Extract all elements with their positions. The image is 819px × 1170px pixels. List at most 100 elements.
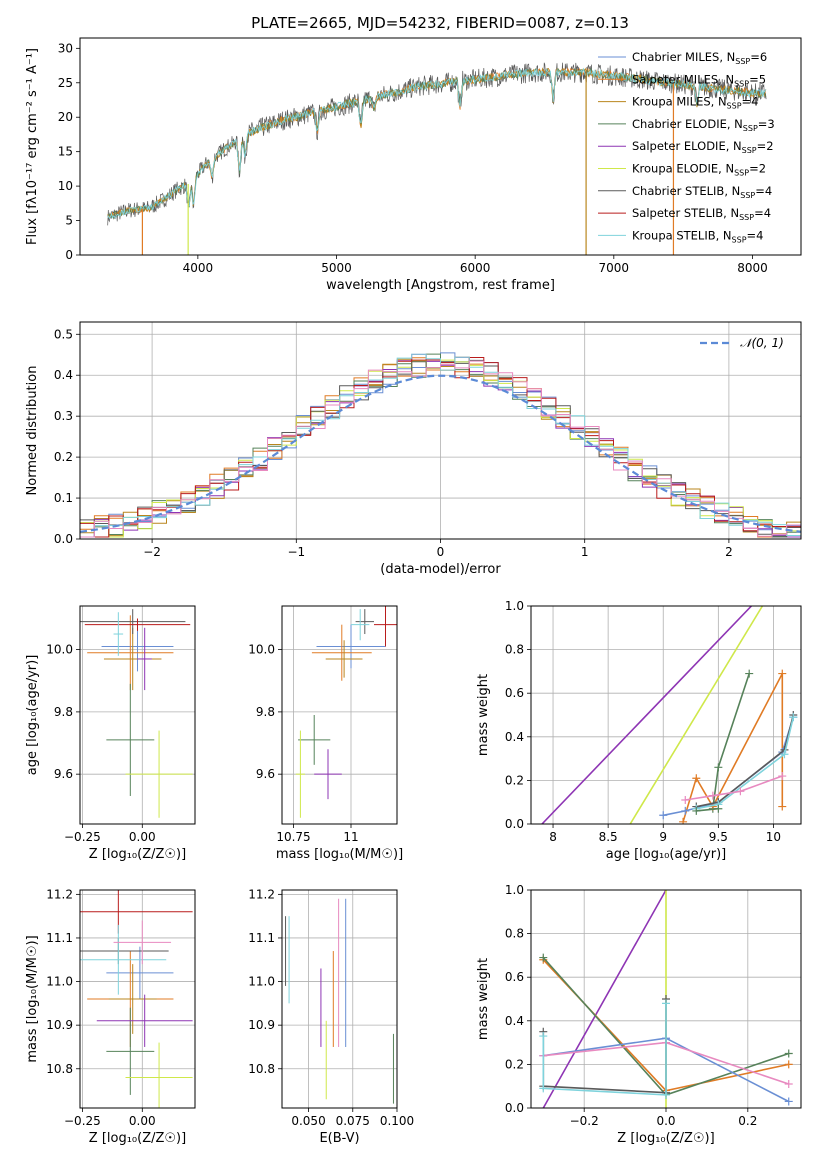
series-path xyxy=(542,1003,667,1096)
y-tick-label: 1.0 xyxy=(505,599,524,613)
point-marker xyxy=(681,796,690,805)
errorbar-point xyxy=(295,730,305,818)
y-tick-label: 0 xyxy=(65,248,73,262)
y-tick-label: 10.0 xyxy=(248,643,275,657)
y-tick-label: 10.8 xyxy=(248,1062,275,1076)
y-tick-label: 25 xyxy=(58,76,73,90)
x-tick-label: 11 xyxy=(343,830,358,844)
x-tick-label: 4000 xyxy=(183,261,214,275)
y-tick-label: 0.4 xyxy=(54,368,73,382)
y-tick-label: 9.8 xyxy=(256,705,275,719)
y-tick-label: 11.0 xyxy=(46,975,73,989)
y-tick-label: 0.0 xyxy=(505,817,524,831)
x-axis-label: Z [log₁₀(Z/Z☉)] xyxy=(89,847,186,862)
y-axis-label: mass [log₁₀(M/M☉)] xyxy=(25,935,40,1062)
marks xyxy=(541,606,798,824)
histogram-step xyxy=(80,353,801,538)
x-tick-label: 5000 xyxy=(321,261,352,275)
point-marker xyxy=(714,804,723,813)
grid xyxy=(282,606,397,824)
axes-frame xyxy=(79,321,802,540)
y-tick-label: 11.2 xyxy=(248,887,275,901)
x-tick-label: 9 xyxy=(659,830,667,844)
x-tick-label: 0.00 xyxy=(129,830,156,844)
x-axis-label: Z [log₁₀(Z/Z☉)] xyxy=(617,1131,714,1146)
series-path xyxy=(541,606,752,824)
x-tick-label: 0.100 xyxy=(380,1114,414,1128)
series-path xyxy=(696,717,795,810)
panel-age_vs_mass: 10.75 11 9.6 9.8 10.0 mass [log₁₀(M/M☉)] xyxy=(248,605,403,862)
panel-spectrum: 4000 5000 6000 7000 8000 0 5 10 15 20 25 30 waveleng… xyxy=(25,37,802,293)
series-line xyxy=(679,669,787,824)
normal-curve xyxy=(80,374,801,533)
marks xyxy=(80,352,801,538)
y-axis-label: Flux [fλ10⁻¹⁷ erg cm⁻² s⁻¹ A⁻¹] xyxy=(25,48,40,245)
y-tick-label: 0.8 xyxy=(505,927,524,941)
errorbar-point xyxy=(355,609,374,635)
y-tick-label: 0.3 xyxy=(54,409,73,423)
y-tick-label: 9.6 xyxy=(54,767,73,781)
x-tick-label: 8.5 xyxy=(599,830,618,844)
y-tick-label: 0.8 xyxy=(505,643,524,657)
axes-frame xyxy=(79,605,196,825)
x-tick-label: 0.0 xyxy=(656,1114,675,1128)
y-tick-label: 9.8 xyxy=(54,705,73,719)
errorbar-point xyxy=(108,964,157,1034)
axes-frame xyxy=(530,889,802,1109)
x-tick-label: 0 xyxy=(437,545,445,559)
y-tick-label: 20 xyxy=(58,110,73,124)
axes-frame xyxy=(281,605,398,825)
y-tick-label: 11.1 xyxy=(46,931,73,945)
errorbar-point xyxy=(351,609,370,641)
series-path xyxy=(542,999,667,1094)
errorbar-point xyxy=(113,612,124,656)
errorbar-point xyxy=(103,627,162,691)
errorbar-point xyxy=(87,615,174,691)
errorbar-point xyxy=(325,640,363,678)
series-line xyxy=(629,606,764,824)
y-tick-label: 0.5 xyxy=(54,327,73,341)
x-tick-label: −0.2 xyxy=(570,1114,599,1128)
legend-entry: Chabrier STELIB, NSSP=4 xyxy=(632,184,772,200)
errorbar-point xyxy=(106,683,155,796)
y-tick-label: 11.1 xyxy=(248,931,275,945)
marks xyxy=(539,890,793,1108)
marks xyxy=(107,62,767,255)
errorbar-point xyxy=(106,946,174,999)
x-tick-label: 0.2 xyxy=(738,1114,757,1128)
series-line xyxy=(542,890,667,1108)
axes-frame xyxy=(530,605,802,825)
point-marker xyxy=(778,772,787,781)
errorbar-point xyxy=(316,624,386,669)
series-path xyxy=(542,890,667,1108)
y-tick-label: 0.2 xyxy=(505,1057,524,1071)
point-marker xyxy=(784,1049,793,1058)
series-path xyxy=(685,775,783,801)
x-tick-label: 10 xyxy=(766,830,781,844)
errorbar-point xyxy=(374,606,397,647)
x-axis-label: wavelength [Angstrom, rest frame] xyxy=(326,278,555,293)
legend-entry: Chabrier ELODIE, NSSP=3 xyxy=(632,117,775,133)
point-marker xyxy=(745,669,754,678)
marks xyxy=(285,898,394,1104)
x-axis-label: E(B-V) xyxy=(319,1131,359,1146)
y-tick-label: 0.0 xyxy=(505,1101,524,1115)
grid xyxy=(531,605,801,825)
panel-residuals: −2 −1 0 1 2 0.0 0.1 0.2 0.3 0.4 0.5 (data-model)/er… xyxy=(25,321,802,577)
y-tick-label: 0.4 xyxy=(505,1014,524,1028)
point-marker xyxy=(659,811,668,820)
marks xyxy=(80,609,193,818)
y-tick-label: 0.0 xyxy=(54,532,73,546)
y-axis-label: mass weight xyxy=(476,674,491,756)
spectrum-line xyxy=(107,67,767,220)
legend-entry: Kroupa MILES, NSSP=4 xyxy=(632,95,758,111)
errorbar-point xyxy=(125,730,193,818)
y-axis-label: Normed distribution xyxy=(25,366,40,496)
y-tick-label: 0.2 xyxy=(54,450,73,464)
panel-mass_weight_vs_Z: −0.2 0.0 0.2 0.0 0.2 0.4 0.6 0.8 1.0 Z [log₁₀(Z/Z… xyxy=(476,883,802,1146)
point-marker xyxy=(708,791,717,800)
point-marker xyxy=(789,713,798,722)
x-tick-label: 7000 xyxy=(599,261,630,275)
y-tick-label: 10 xyxy=(58,179,73,193)
